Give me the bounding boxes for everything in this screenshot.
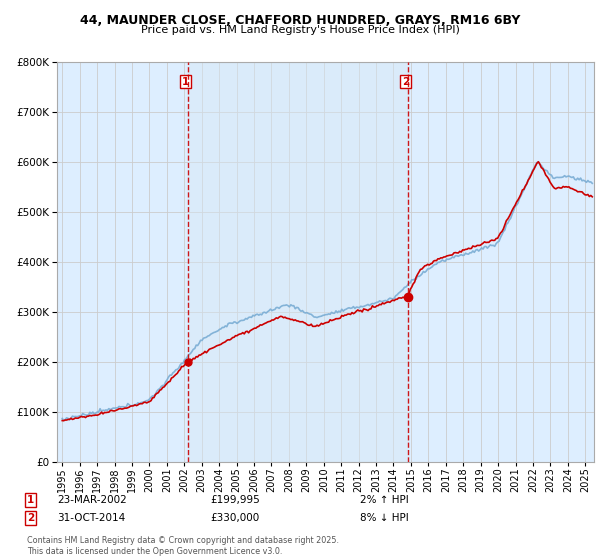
Text: £199,995: £199,995 <box>210 495 260 505</box>
Text: 2: 2 <box>402 77 409 87</box>
Text: 2: 2 <box>27 513 34 523</box>
Text: 1: 1 <box>182 77 189 87</box>
Text: Price paid vs. HM Land Registry's House Price Index (HPI): Price paid vs. HM Land Registry's House … <box>140 25 460 35</box>
Text: 23-MAR-2002: 23-MAR-2002 <box>57 495 127 505</box>
Text: 1: 1 <box>27 495 34 505</box>
Text: Contains HM Land Registry data © Crown copyright and database right 2025.
This d: Contains HM Land Registry data © Crown c… <box>27 536 339 556</box>
Text: 8% ↓ HPI: 8% ↓ HPI <box>360 513 409 523</box>
Text: £330,000: £330,000 <box>210 513 259 523</box>
Text: 31-OCT-2014: 31-OCT-2014 <box>57 513 125 523</box>
Bar <box>188 62 408 462</box>
Text: 2% ↑ HPI: 2% ↑ HPI <box>360 495 409 505</box>
Text: 44, MAUNDER CLOSE, CHAFFORD HUNDRED, GRAYS, RM16 6BY: 44, MAUNDER CLOSE, CHAFFORD HUNDRED, GRA… <box>80 14 520 27</box>
